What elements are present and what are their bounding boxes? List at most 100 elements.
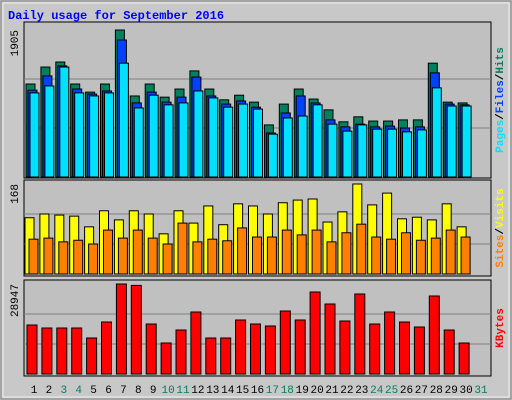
bar: [192, 241, 203, 275]
x-tick-label: 4: [75, 385, 82, 397]
bar: [264, 325, 276, 375]
bar: [297, 115, 308, 178]
bar: [446, 105, 457, 178]
bar: [101, 321, 112, 375]
x-tick-label: 28: [430, 385, 443, 397]
x-tick-label: 15: [236, 385, 249, 397]
bar: [354, 293, 366, 375]
bar: [250, 323, 261, 375]
legend-entry: Sites: [495, 235, 507, 268]
bar: [74, 92, 85, 178]
bar: [369, 323, 381, 375]
bar: [160, 342, 172, 375]
bar: [267, 133, 278, 178]
x-tick-label: 14: [221, 385, 235, 397]
bar: [208, 97, 219, 178]
bar: [148, 94, 159, 178]
bar: [190, 311, 202, 375]
x-tick-label: 19: [296, 385, 309, 397]
legend-entry: Visits: [495, 188, 507, 228]
bar: [371, 236, 382, 275]
x-tick-label: 16: [251, 385, 264, 397]
bar: [178, 102, 189, 178]
bar: [28, 238, 39, 275]
bar: [311, 229, 322, 275]
bar: [222, 240, 233, 275]
bar: [59, 66, 70, 178]
bar: [145, 323, 157, 375]
x-tick-label: 22: [340, 385, 353, 397]
bar: [341, 232, 352, 275]
bar: [430, 237, 441, 275]
bar: [117, 237, 128, 275]
x-tick-label: 7: [120, 385, 127, 397]
bar: [26, 324, 38, 375]
x-tick-label: 2: [46, 385, 53, 397]
x-tick-label: 31: [474, 385, 488, 397]
x-tick-label: 9: [150, 385, 157, 397]
bar: [73, 239, 84, 275]
bar: [223, 106, 234, 178]
bar: [56, 327, 68, 375]
legend-separator: /: [495, 228, 507, 235]
bar: [163, 104, 174, 178]
bar: [162, 243, 173, 275]
bar: [342, 130, 353, 178]
x-tick-label: 27: [415, 385, 428, 397]
bar: [387, 128, 398, 178]
x-tick-label: 11: [176, 385, 190, 397]
y-tick-label: 168: [10, 184, 22, 204]
legend: Sites/Visits: [495, 188, 507, 267]
legend: KBytes: [495, 308, 507, 348]
bar: [88, 243, 99, 275]
legend-separator: /: [495, 113, 507, 120]
bar: [386, 238, 397, 275]
bar: [238, 103, 249, 178]
x-tick-label: 8: [135, 385, 142, 397]
bar: [339, 320, 351, 375]
bar: [415, 239, 426, 275]
bar: [327, 123, 338, 178]
bar: [445, 229, 456, 275]
y-tick-label: 1905: [10, 30, 22, 56]
bar: [252, 236, 262, 275]
bar: [326, 241, 337, 275]
legend-entry: KBytes: [495, 308, 507, 348]
x-tick-label: 5: [90, 385, 97, 397]
bar: [220, 337, 232, 375]
bar: [115, 283, 127, 375]
x-tick-label: 30: [459, 385, 472, 397]
bar: [175, 329, 187, 375]
bar: [416, 129, 427, 178]
bar: [253, 108, 263, 178]
legend-separator: /: [495, 73, 507, 80]
bar: [43, 237, 54, 275]
x-tick-label: 12: [191, 385, 204, 397]
bar: [282, 117, 293, 178]
x-tick-label: 29: [445, 385, 458, 397]
bar: [132, 229, 143, 275]
x-tick-label: 23: [355, 385, 368, 397]
bar: [41, 327, 53, 375]
x-tick-label: 6: [105, 385, 112, 397]
bar: [460, 236, 471, 275]
x-tick-label: 25: [385, 385, 398, 397]
y-tick-label: 28947: [10, 284, 22, 317]
bar: [324, 303, 336, 375]
bar: [413, 326, 425, 375]
bar: [296, 234, 307, 275]
bar: [118, 62, 129, 178]
bar: [29, 92, 40, 178]
x-tick-label: 20: [310, 385, 323, 397]
bar: [193, 90, 204, 178]
x-tick-label: 18: [281, 385, 294, 397]
x-tick-label: 10: [161, 385, 174, 397]
bar: [103, 229, 113, 275]
x-tick-label: 26: [400, 385, 413, 397]
bar: [237, 227, 248, 275]
x-tick-label: 17: [266, 385, 279, 397]
bar: [428, 295, 440, 375]
legend-entry: Files: [495, 80, 507, 113]
bar: [279, 310, 291, 375]
